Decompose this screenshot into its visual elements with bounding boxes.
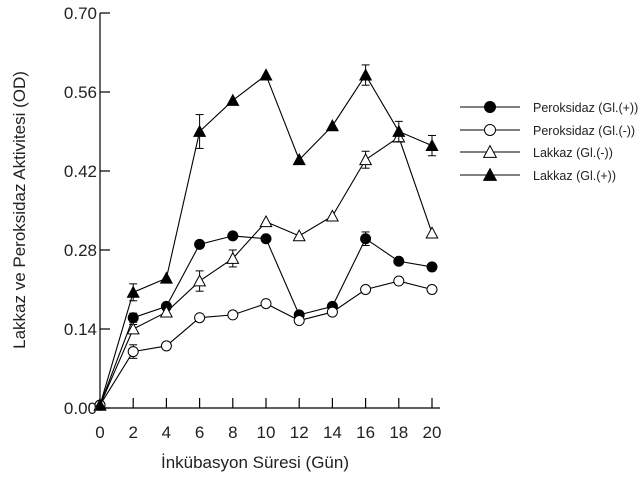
data-point — [159, 305, 173, 318]
data-point — [260, 233, 272, 245]
legend-label: Lakkaz (Gl.(-)) — [533, 146, 613, 160]
data-point — [426, 261, 438, 273]
x-tick-label: 18 — [389, 423, 408, 442]
legend-label: Lakkaz (Gl.(+)) — [533, 169, 616, 183]
data-point — [426, 284, 438, 295]
legend: Peroksidaz (Gl.(+)) Peroksidaz (Gl.(-)) La… — [460, 101, 638, 183]
data-point — [325, 119, 339, 132]
x-tick-label: 12 — [290, 423, 309, 442]
x-tick-label: 0 — [95, 423, 104, 442]
legend-marker — [482, 144, 498, 158]
data-point — [194, 312, 206, 324]
data-point — [260, 298, 272, 310]
y-tick-label: 0.00 — [64, 399, 97, 418]
legend-item-3: Lakkaz (Gl.(-)) — [460, 144, 613, 160]
data-point — [292, 229, 306, 242]
y-axis-title: Lakkaz ve Peroksidaz Aktivitesi (OD) — [10, 71, 29, 349]
series-line — [99, 136, 433, 406]
data-point — [127, 346, 139, 358]
legend-item-1: Peroksidaz (Gl.(+)) — [460, 101, 638, 115]
legend-item-2: Peroksidaz (Gl.(-)) — [460, 124, 635, 138]
data-point — [126, 285, 140, 298]
data-point — [425, 138, 439, 151]
series-2 — [94, 275, 438, 411]
x-tick-label: 2 — [128, 423, 137, 442]
data-point — [126, 322, 140, 335]
x-tick-label: 4 — [162, 423, 171, 442]
y-tick-label: 0.28 — [64, 241, 97, 260]
series-1 — [94, 230, 438, 411]
data-point — [193, 274, 207, 287]
data-point — [227, 230, 239, 242]
x-tick-label: 10 — [257, 423, 276, 442]
data-point — [425, 226, 439, 239]
data-point — [226, 251, 240, 264]
series-3 — [93, 130, 439, 411]
legend-marker — [484, 101, 496, 113]
data-point — [360, 284, 372, 295]
x-axis-title: İnkübasyon Süresi (Gün) — [161, 453, 349, 472]
data-point — [226, 93, 240, 106]
y-tick-label: 0.14 — [64, 320, 97, 339]
data-point — [325, 209, 339, 222]
plot-area — [93, 64, 439, 411]
data-point — [159, 271, 173, 284]
legend-marker — [482, 167, 498, 181]
data-point — [359, 68, 373, 81]
x-tick-label: 8 — [228, 423, 237, 442]
data-point — [160, 340, 172, 352]
x-tick-label: 20 — [423, 423, 442, 442]
data-point — [393, 275, 405, 287]
data-point — [292, 152, 306, 166]
data-point — [392, 124, 406, 137]
data-point — [259, 68, 273, 81]
data-point — [359, 152, 373, 166]
legend-label: Peroksidaz (Gl.(+)) — [533, 101, 638, 115]
data-point — [193, 124, 207, 137]
x-tick-label: 14 — [323, 423, 342, 442]
y-tick-label: 0.42 — [64, 162, 97, 181]
axes: 0.00 0.14 0.28 0.42 0.56 0.70 0 2 4 6 8 10 12 14 16 18 2… — [64, 4, 442, 442]
x-tick-label: 6 — [195, 423, 204, 442]
y-tick-label: 0.56 — [64, 83, 97, 102]
data-point — [227, 309, 239, 321]
x-tick-label: 16 — [356, 423, 375, 442]
data-point — [194, 238, 206, 250]
legend-marker — [484, 124, 496, 136]
data-point — [293, 315, 305, 327]
data-point — [360, 233, 372, 245]
series-4 — [93, 64, 439, 411]
legend-label: Peroksidaz (Gl.(-)) — [533, 124, 635, 138]
data-point — [127, 312, 139, 324]
y-tick-label: 0.70 — [64, 4, 97, 23]
legend-item-4: Lakkaz (Gl.(+)) — [460, 167, 616, 183]
data-point — [326, 306, 338, 318]
data-point — [393, 255, 405, 267]
data-point — [259, 214, 273, 228]
